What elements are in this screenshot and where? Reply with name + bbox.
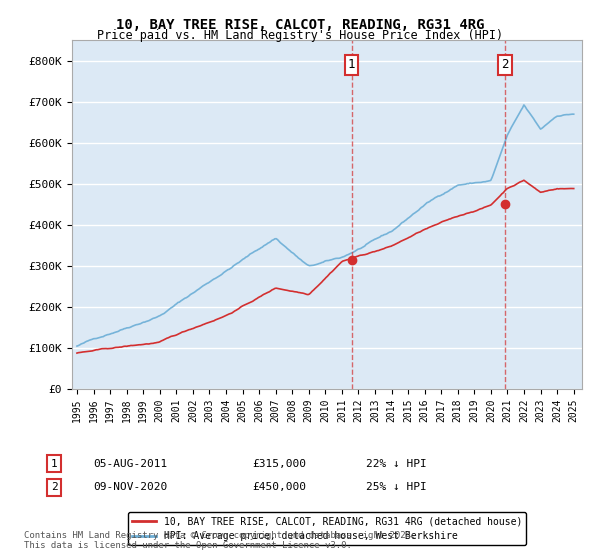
Text: 09-NOV-2020: 09-NOV-2020 — [93, 482, 167, 492]
Text: 1: 1 — [50, 459, 58, 469]
Text: 1: 1 — [348, 58, 355, 72]
Text: 05-AUG-2011: 05-AUG-2011 — [93, 459, 167, 469]
Text: 25% ↓ HPI: 25% ↓ HPI — [366, 482, 427, 492]
Text: Price paid vs. HM Land Registry's House Price Index (HPI): Price paid vs. HM Land Registry's House … — [97, 29, 503, 42]
Text: 2: 2 — [50, 482, 58, 492]
Legend: 10, BAY TREE RISE, CALCOT, READING, RG31 4RG (detached house), HPI: Average pric: 10, BAY TREE RISE, CALCOT, READING, RG31… — [128, 512, 526, 545]
Text: 2: 2 — [501, 58, 509, 72]
Text: £450,000: £450,000 — [252, 482, 306, 492]
Text: £315,000: £315,000 — [252, 459, 306, 469]
Text: 10, BAY TREE RISE, CALCOT, READING, RG31 4RG: 10, BAY TREE RISE, CALCOT, READING, RG31… — [116, 18, 484, 32]
Text: Contains HM Land Registry data © Crown copyright and database right 2024.
This d: Contains HM Land Registry data © Crown c… — [24, 530, 416, 550]
Text: 22% ↓ HPI: 22% ↓ HPI — [366, 459, 427, 469]
